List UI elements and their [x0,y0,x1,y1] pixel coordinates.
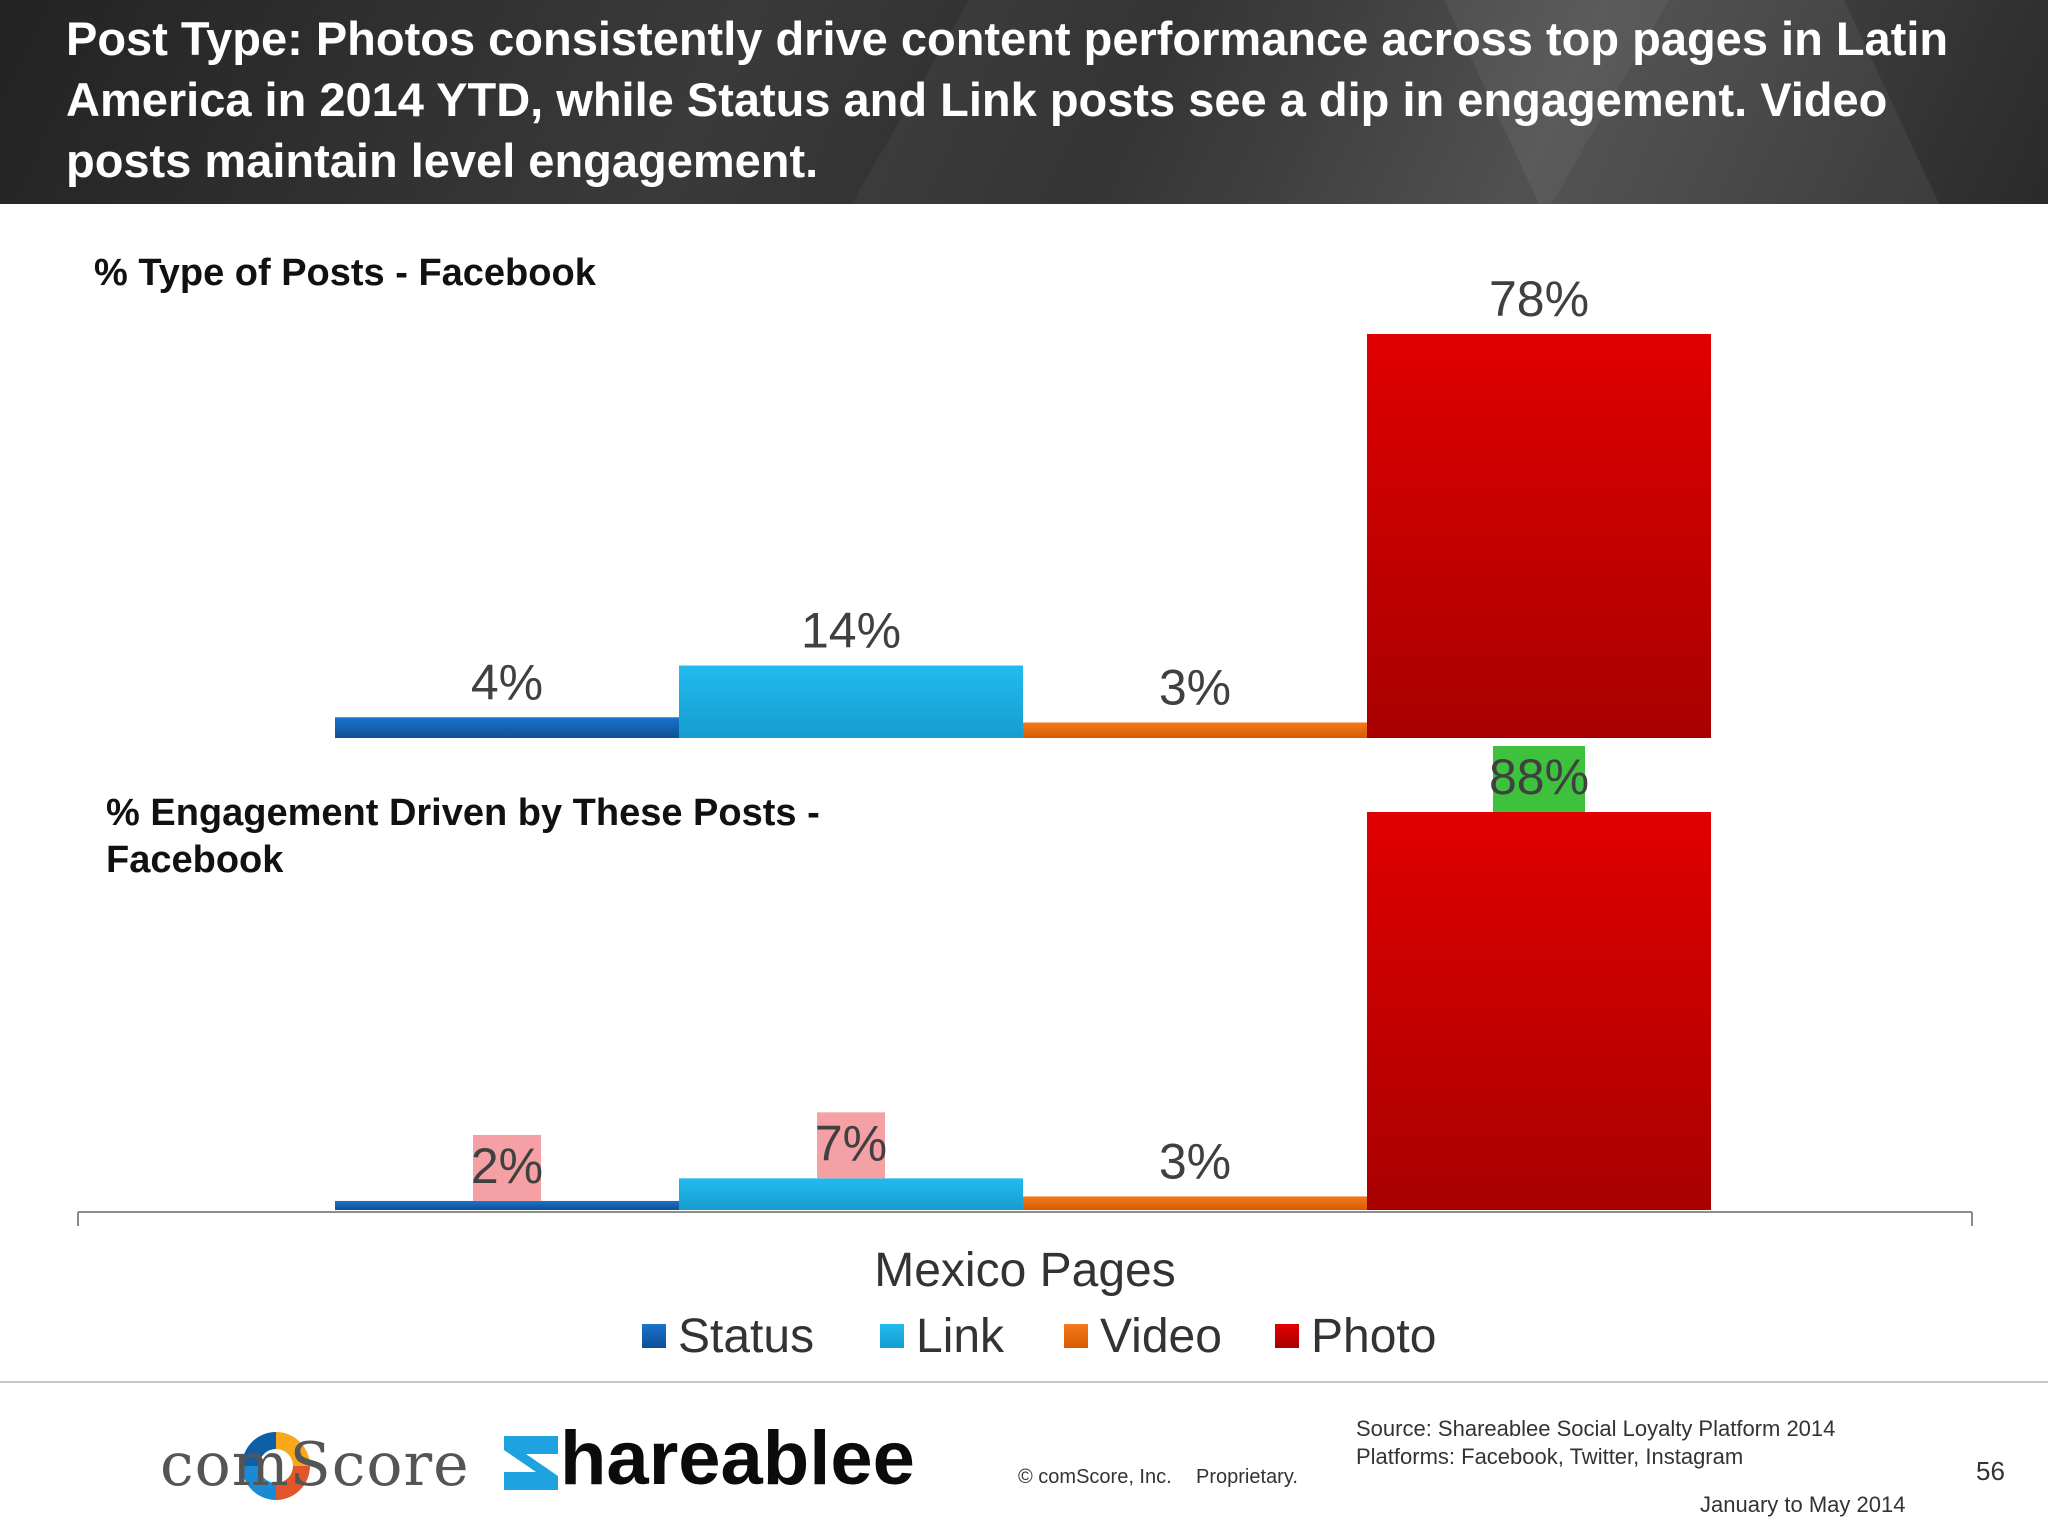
page-number: 56 [1976,1456,2005,1486]
platforms-text: Platforms: Facebook, Twitter, Instagram [1356,1444,1744,1469]
legend-label-video: Video [1100,1310,1222,1363]
top-bar-link [679,665,1023,738]
legend-swatch-photo [1275,1324,1299,1348]
bottom-bar-video [1023,1196,1367,1210]
bottom-label-highlight-link [817,1112,885,1179]
footer-divider [0,1381,2048,1383]
top-data-label-photo: 78% [1489,271,1589,327]
bottom-bar-photo [1367,812,1711,1210]
top-data-label-status: 4% [471,654,543,710]
comscore-logo-text: comScore [160,1430,470,1500]
bottom-panel-title: % Engagement Driven by These Posts - Fac… [106,792,820,881]
bottom-label-highlight-status [473,1134,541,1201]
chart-legend: Status Link Video Photo [642,1310,1436,1363]
top-panel-title: % Type of Posts - Facebook [94,252,596,294]
comscore-logo-icon [242,1432,310,1500]
x-axis-category-label: Mexico Pages [874,1244,1175,1297]
top-bar-photo [1367,334,1711,738]
legend-label-status: Status [678,1310,814,1363]
bottom-data-label-photo: 88% [1489,749,1589,805]
shareablee-logo-text: hareablee [560,1416,915,1501]
source-text: Source: Shareablee Social Loyalty Platfo… [1356,1416,1836,1441]
top-bar-video [1023,722,1367,738]
top-data-label-link: 14% [801,602,901,658]
slide-title: Post Type: Photos consistently drive con… [66,12,1949,187]
bottom-bar-status [335,1200,679,1210]
legend-label-photo: Photo [1311,1310,1436,1363]
legend-swatch-status [642,1324,666,1348]
top-panel-plot: 4% 14% 3% 78% [335,271,1711,738]
shareablee-s-icon [504,1436,558,1490]
slide-header: Post Type: Photos consistently drive con… [0,0,2048,204]
legend-swatch-link [880,1324,904,1348]
legend-label-link: Link [916,1310,1005,1363]
bottom-label-highlight-photo [1493,746,1585,812]
copyright-text: © comScore, Inc. [1018,1466,1172,1488]
bottom-bar-link [679,1178,1023,1210]
bottom-panel-plot: 2% 7% 3% 88% [335,746,1711,1210]
bottom-data-label-video: 3% [1159,1133,1231,1189]
legend-swatch-video [1064,1324,1088,1348]
proprietary-text: Proprietary. [1196,1466,1298,1488]
top-data-label-video: 3% [1159,659,1231,715]
top-bar-status [335,717,679,738]
bottom-data-label-link: 7% [815,1115,887,1171]
date-range-text: January to May 2014 [1700,1492,1906,1517]
bottom-data-label-status: 2% [471,1138,543,1194]
post-type-chart: 4% 14% 3% 78% 2% 7% 3% 88% Mexico Pages Status… [77,271,1973,1363]
